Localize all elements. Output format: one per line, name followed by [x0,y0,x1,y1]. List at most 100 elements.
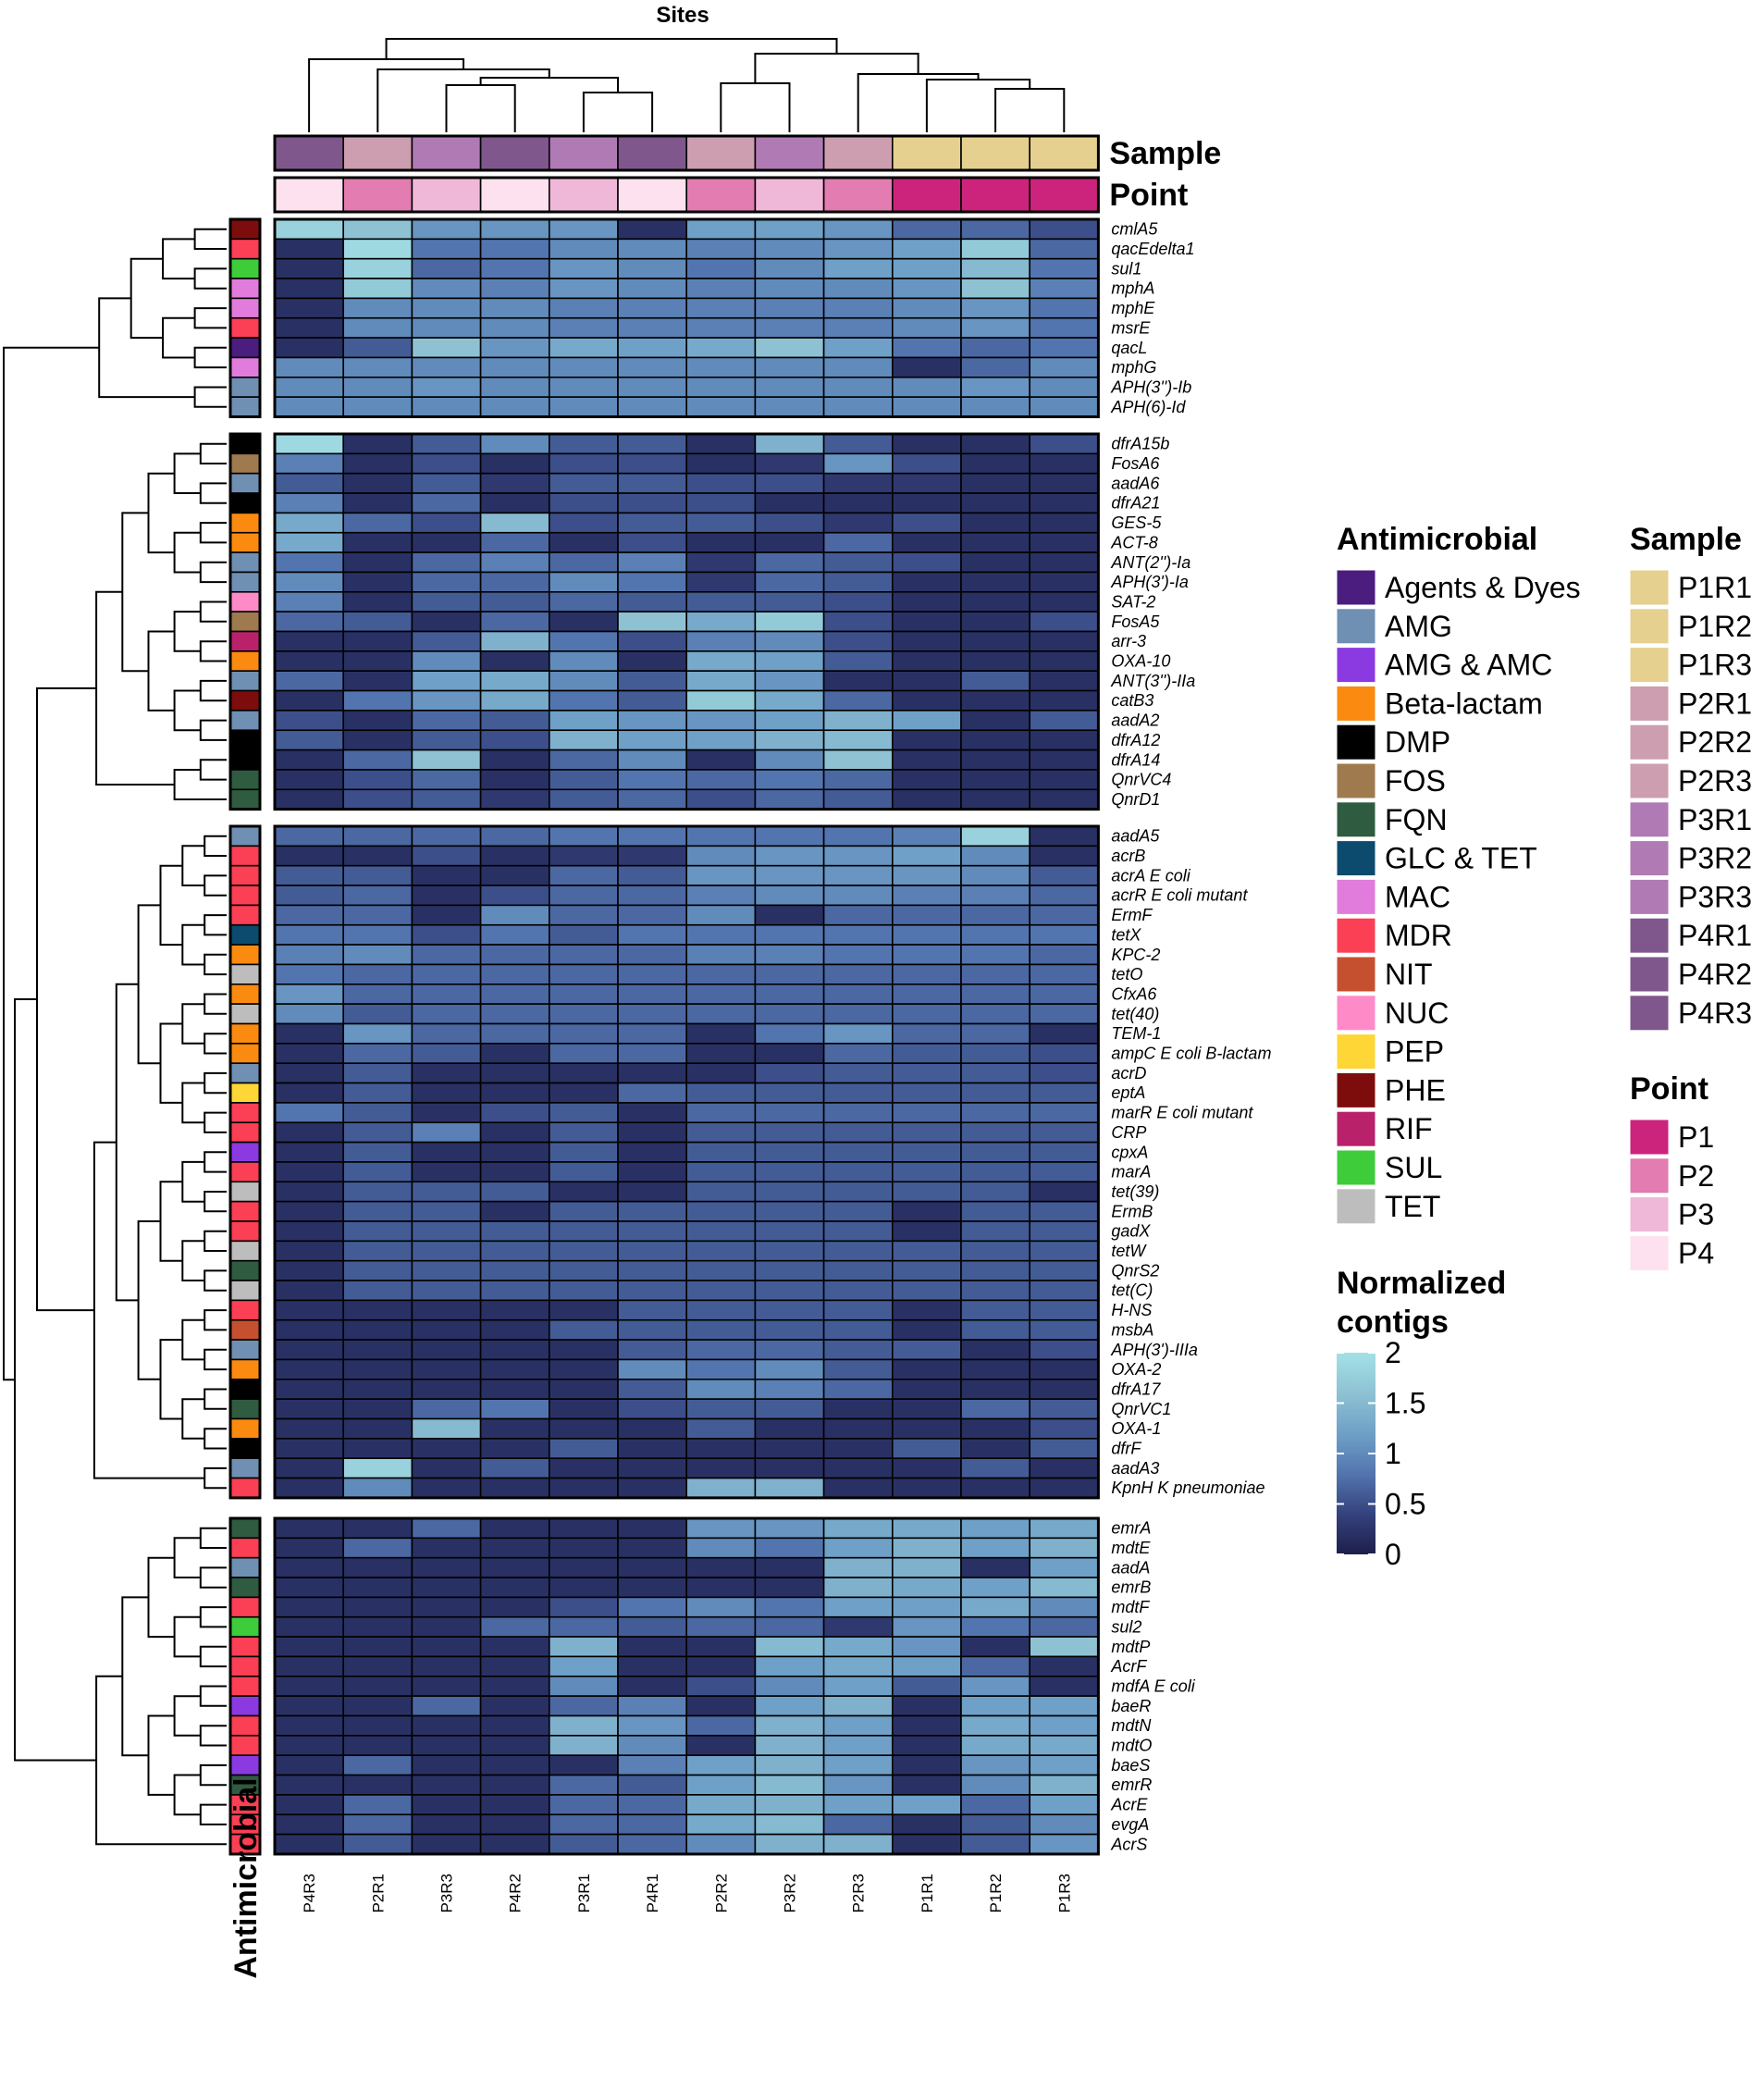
antimicrobial-legend-swatch-fqn [1336,801,1376,838]
row-dendrogram-branch [159,1181,183,1262]
gene-label-kpnh-k-pneumoniae: KpnH K pneumoniae [1111,1479,1264,1497]
heatmap-cell-teto-p4r2 [479,963,550,985]
antimicrobial-legend-label-tet: TET [1385,1190,1440,1223]
heatmap-cell-gadx-p1r2 [960,1220,1030,1243]
heatmap-cell-tet-39-p1r2 [960,1181,1030,1203]
row-dendrogram-branch [173,1615,201,1658]
heatmap-cell-tetx-p2r2 [685,923,757,946]
heatmap-cell-acrd-p3r2 [754,1062,825,1084]
heatmap-cell-qnrvc1-p2r3 [822,1398,894,1420]
heatmap-cell-aada2-p1r3 [1029,710,1100,732]
heatmap-cell-dfra17-p4r1 [617,1379,687,1400]
heatmap-cell-gadx-p3r3 [411,1220,482,1243]
heatmap-cell-sul2-p2r2 [685,1615,757,1638]
sample-legend-label-p3r1: P3R1 [1678,803,1752,836]
row-dendrogram-branch [199,719,227,741]
heatmap-cell-acre-p4r1 [617,1794,687,1816]
heatmap-cell-baer-p3r3 [411,1695,482,1717]
heatmap-cell-emrb-p2r2 [685,1577,757,1599]
heatmap-cell-ermf-p1r1 [891,904,962,926]
column-label-p3r3: P3R3 [438,1874,456,1913]
row-dendrogram-branch [173,611,201,652]
gene-label-evga: evgA [1111,1815,1149,1834]
antimicrobial-swatch-cfxa6 [229,984,261,1005]
heatmap-cell-acrf-p2r2 [685,1655,757,1677]
heatmap-cell-qacl-p3r3 [411,337,482,359]
gene-label-cmla5: cmlA5 [1111,220,1158,239]
heatmap-cell-dfra17-p1r1 [891,1379,962,1400]
heatmap-cell-mdtn-p1r3 [1029,1714,1100,1737]
heatmap-cell-acre-p2r2 [685,1794,757,1816]
antimicrobial-legend-label-agents-dyes: Agents & Dyes [1385,571,1581,604]
heatmap-cell-qacl-p2r1 [342,337,413,359]
heatmap-cell-mpha-p2r1 [342,278,413,300]
heatmap-cell-mdtn-p1r1 [891,1714,962,1737]
heatmap-cell-dfra17-p1r3 [1029,1379,1100,1400]
heatmap-cell-oxa-2-p3r3 [411,1358,482,1380]
heatmap-cell-aph-3-ia-p4r2 [479,571,550,593]
heatmap-cell-mdfa-e-coli-p3r2 [754,1676,825,1697]
heatmap-cell-baer-p3r2 [754,1695,825,1717]
heatmap-cell-oxa-2-p2r2 [685,1358,757,1380]
heatmap-cell-ant-2-ia-p2r1 [342,551,413,574]
heatmap-cell-epta-p1r3 [1029,1082,1100,1104]
heatmap-cell-evga-p4r3 [274,1813,344,1836]
heatmap-cell-dfra15b-p3r3 [411,433,482,455]
heatmap-cell-aada5-p4r2 [479,825,550,848]
heatmap-cell-qacedelta1-p1r1 [891,238,962,260]
heatmap-cell-acrs-p4r2 [479,1833,550,1855]
antimicrobial-swatch-fosa5 [229,611,261,633]
gene-label-mdto: mdtO [1111,1737,1152,1755]
heatmap-cell-aph-3-iiia-p3r3 [411,1339,482,1361]
heatmap-cell-cpxa-p2r3 [822,1141,894,1163]
heatmap-cell-qacedelta1-p4r1 [617,238,687,260]
heatmap-cell-msre-p2r2 [685,316,757,339]
row-dendrogram-branch [204,835,227,857]
heatmap-cell-emrb-p2r3 [822,1577,894,1599]
heatmap-cell-tem-1-p1r1 [891,1022,962,1045]
heatmap-cell-emrr-p1r3 [1029,1774,1100,1796]
heatmap-cell-msba-p4r2 [479,1318,550,1341]
heatmap-cell-ges-5-p1r3 [1029,512,1100,534]
heatmap-cell-cpxa-p2r2 [685,1141,757,1163]
heatmap-cell-fosa5-p2r2 [685,611,757,633]
heatmap-cell-baes-p1r3 [1029,1754,1100,1776]
heatmap-cell-mphg-p4r2 [479,356,550,378]
heatmap-cell-mphe-p2r2 [685,297,757,319]
row-dendrogram-branch [204,1428,227,1450]
heatmap-cell-dfra12-p4r2 [479,729,550,751]
annotation-group-border [228,824,262,1500]
column-dendrogram-branch [385,38,838,59]
heatmap-cell-aada5-p2r2 [685,825,757,848]
point-legend: Point P1 P2 P3 P4 [1629,1071,1714,1271]
point-legend-swatch-p1 [1629,1119,1670,1156]
heatmap-cell-act-8-p2r3 [822,531,894,553]
color-scale-title-line1: Normalized [1337,1266,1506,1301]
heatmap-cell-qnrs2-p1r3 [1029,1259,1100,1281]
heatmap-cell-mdtp-p2r2 [685,1636,757,1658]
heatmap-cell-fosa6-p4r3 [274,452,344,475]
heatmap-cell-tetx-p1r3 [1029,923,1100,946]
heatmap-cell-ermb-p4r3 [274,1200,344,1222]
row-dendrogram-branch [199,522,227,544]
heatmap-cell-cpxa-p1r1 [891,1141,962,1163]
heatmap-cell-mphg-p2r2 [685,356,757,378]
antimicrobial-swatch-dfra14 [229,749,261,771]
heatmap-cell-ampc-e-coli-b-lactam-p4r1 [617,1043,687,1064]
heatmap-cell-aada2-p2r2 [685,710,757,732]
heatmap-cell-baes-p3r2 [754,1754,825,1776]
heatmap-cell-oxa-10-p1r3 [1029,650,1100,672]
row-dendrogram-branch [3,346,100,1381]
column-label-p2r3: P2R3 [850,1874,868,1913]
antimicrobial-swatch-msba [229,1318,261,1341]
gene-label-tet-40: tet(40) [1111,1005,1159,1023]
heatmap-cell-dfra21-p1r2 [960,492,1030,514]
heatmap-cell-dfra14-p3r2 [754,749,825,771]
heatmap-cell-acrr-e-coli-mutant-p2r1 [342,885,413,907]
heatmap-cell-msre-p3r2 [754,316,825,339]
heatmap-cell-baer-p4r3 [274,1695,344,1717]
point-swatch-p3r3 [411,177,482,213]
gene-label-qnrvc4: QnrVC4 [1111,771,1171,789]
column-dendrogram-branch [754,53,919,83]
row-dendrogram-branch [193,307,227,329]
